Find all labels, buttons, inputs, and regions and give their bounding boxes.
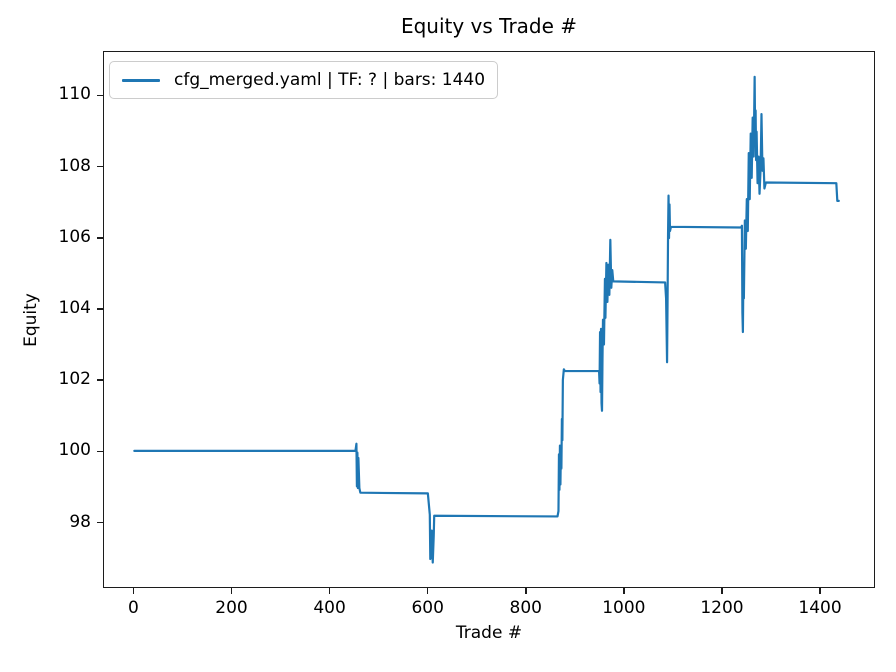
- y-tick-mark: [97, 165, 103, 168]
- x-tick-mark: [426, 588, 429, 594]
- y-tick-mark: [97, 521, 103, 524]
- x-tick-mark: [230, 588, 233, 594]
- x-axis-label: Trade #: [455, 623, 523, 643]
- y-tick-mark: [97, 379, 103, 381]
- y-tick-label: 98: [69, 511, 91, 532]
- x-tick-label: 800: [509, 598, 542, 618]
- x-tick-mark: [132, 588, 135, 594]
- x-tick-mark: [328, 588, 331, 594]
- y-tick-label: 104: [58, 298, 91, 318]
- x-tick-mark: [524, 588, 527, 594]
- y-tick-label: 108: [58, 155, 91, 176]
- y-tick-label: 100: [58, 440, 91, 461]
- x-tick-mark: [623, 588, 625, 594]
- y-tick-mark: [97, 237, 103, 239]
- legend-line-swatch-icon: [122, 78, 160, 82]
- y-tick-label: 110: [58, 84, 91, 105]
- legend-series-label: cfg_merged.yaml | TF: ? | bars: 1440: [174, 70, 486, 90]
- y-tick-mark: [97, 94, 103, 97]
- plot-canvas: [133, 75, 840, 564]
- x-tick-label: 600: [411, 598, 444, 618]
- x-tick-label: 1400: [798, 598, 842, 618]
- legend: cfg_merged.yaml | TF: ? | bars: 1440: [109, 61, 499, 99]
- x-tick-label: 400: [313, 598, 346, 618]
- x-tick-mark: [721, 588, 723, 594]
- x-tick-label: 1000: [602, 598, 646, 618]
- x-tick-label: 0: [127, 598, 139, 618]
- plot-area: cfg_merged.yaml | TF: ? | bars: 1440: [103, 51, 875, 588]
- equity-line-series: [133, 75, 840, 564]
- x-tick-mark: [819, 588, 821, 594]
- x-tick-label: 1200: [700, 598, 744, 618]
- y-tick-mark: [97, 308, 103, 310]
- y-tick-label: 102: [58, 369, 91, 390]
- chart-title: Equity vs Trade #: [400, 14, 578, 38]
- y-tick-label: 106: [58, 226, 91, 247]
- x-tick-label: 200: [215, 598, 248, 618]
- y-tick-mark: [97, 450, 103, 453]
